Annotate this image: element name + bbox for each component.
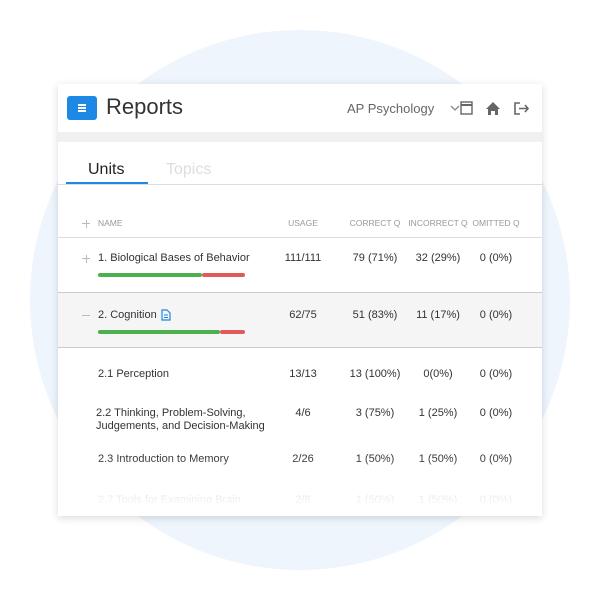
- cell-correct: 13 (100%): [349, 368, 401, 380]
- cell-omitted: 0 (0%): [479, 368, 513, 380]
- cell-omitted: 0 (0%): [479, 309, 513, 321]
- tab-topics[interactable]: Topics: [166, 161, 212, 178]
- page-title: Reports: [106, 94, 184, 119]
- column-header: CORRECT Q: [349, 218, 401, 228]
- cell-incorrect: 1 (25%): [418, 407, 458, 419]
- menu-button[interactable]: [67, 96, 97, 120]
- cell-incorrect: 11 (17%): [416, 309, 460, 321]
- tab-underline: [66, 182, 148, 184]
- row-name: 2.2 Thinking, Problem-Solving, Judgement…: [96, 407, 265, 432]
- cell-omitted: 0 (0%): [479, 252, 513, 264]
- row-name: 2. Cognition: [98, 309, 157, 321]
- cell-incorrect: 0(0%): [423, 368, 453, 380]
- fade: [58, 456, 542, 516]
- bar-incorrect: [202, 273, 245, 277]
- chevron: [450, 105, 460, 111]
- cell-correct: 51 (83%): [352, 309, 398, 321]
- cell-usage: 62/75: [289, 309, 317, 321]
- column-header: USAGE: [288, 218, 318, 228]
- bar-incorrect: [220, 330, 245, 334]
- divider: [58, 184, 542, 185]
- course-selector[interactable]: AP Psychology: [347, 101, 435, 116]
- expanded-row-bg: [58, 293, 542, 347]
- cell-omitted: 0 (0%): [479, 407, 513, 419]
- divider: [58, 292, 542, 293]
- minus: [82, 315, 90, 316]
- header-band: [58, 132, 542, 142]
- row-name: 2.1 Perception: [98, 368, 169, 380]
- reports-card: Reports AP Psychology Units Topics NAME U…: [58, 84, 542, 516]
- header-icons[interactable]: [460, 100, 530, 118]
- tab-units[interactable]: Units: [88, 161, 125, 178]
- plus: [85, 219, 87, 228]
- doc-icon[interactable]: [161, 309, 171, 321]
- divider: [58, 347, 542, 348]
- divider: [58, 237, 542, 238]
- column-header: OMITTED Q: [472, 218, 520, 228]
- cell-correct: 3 (75%): [355, 407, 395, 419]
- cell-usage: 13/13: [289, 368, 317, 380]
- bar-correct: [98, 273, 203, 277]
- cell-usage: 111/111: [284, 252, 322, 264]
- column-header: INCORRECT Q: [408, 218, 468, 228]
- cell-correct: 79 (71%): [352, 252, 398, 264]
- cell-incorrect: 32 (29%): [415, 252, 461, 264]
- column-header: NAME: [98, 218, 123, 228]
- row-name: 1. Biological Bases of Behavior: [98, 252, 250, 264]
- plus: [85, 254, 87, 263]
- bar-correct: [98, 330, 220, 334]
- cell-usage: 4/6: [295, 407, 311, 419]
